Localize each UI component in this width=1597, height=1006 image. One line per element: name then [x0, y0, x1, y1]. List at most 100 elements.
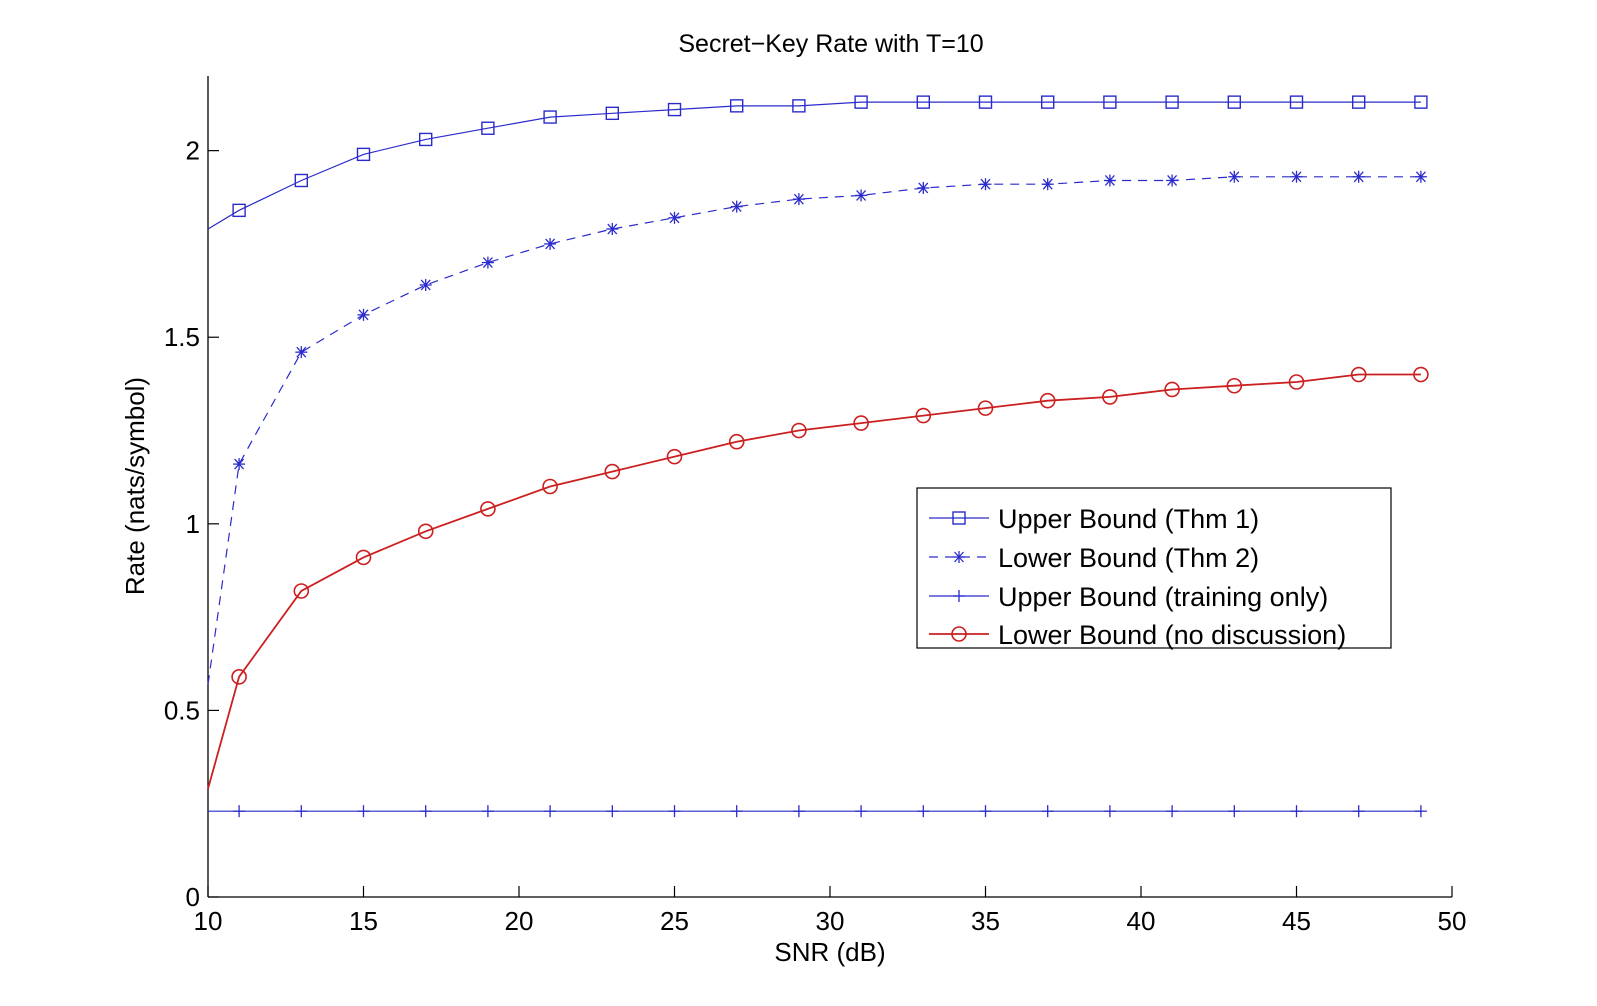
data-point — [295, 346, 308, 359]
data-point — [1103, 174, 1116, 187]
data-point — [916, 95, 930, 109]
data-point — [233, 458, 246, 471]
data-point — [1414, 170, 1427, 183]
data-point — [1227, 95, 1242, 109]
plot-area — [207, 76, 1452, 898]
data-point — [293, 583, 310, 599]
y-tick-label: 2 — [186, 136, 200, 166]
data-point — [979, 805, 992, 818]
data-point — [977, 400, 994, 416]
data-point — [1226, 377, 1243, 394]
data-point — [544, 805, 557, 818]
data-point — [604, 463, 621, 480]
data-point — [232, 203, 246, 218]
series-3 — [208, 805, 1427, 818]
x-tick-label: 25 — [660, 906, 689, 936]
data-point — [1103, 805, 1116, 818]
data-point — [728, 433, 745, 450]
data-point — [1166, 174, 1179, 187]
data-point — [1413, 366, 1429, 383]
data-point — [1414, 95, 1428, 109]
data-point — [606, 805, 619, 818]
series-1 — [207, 95, 1428, 230]
data-point — [1351, 95, 1366, 109]
data-point — [978, 95, 993, 109]
data-point — [605, 106, 619, 121]
data-point — [1228, 170, 1241, 183]
legend-entry-3: Upper Bound (training only) — [929, 582, 1328, 612]
data-point — [792, 805, 805, 818]
series-line — [207, 373, 1421, 790]
x-tick-label: 15 — [349, 906, 378, 936]
legend-label: Upper Bound (training only) — [998, 582, 1328, 612]
data-point — [606, 223, 619, 236]
series-line — [207, 101, 1421, 230]
data-point — [481, 256, 494, 269]
data-point — [1352, 805, 1365, 818]
legend-marker — [951, 626, 967, 642]
data-point — [917, 805, 930, 818]
data-point — [544, 237, 557, 250]
legend-box — [916, 487, 1392, 649]
data-point — [855, 189, 868, 202]
legend: Upper Bound (Thm 1) Lower Bound (Thm 2) Up… — [916, 487, 1392, 650]
y-tick-label: 0.5 — [164, 695, 200, 725]
legend-entry-4: Lower Bound (no discussion) — [929, 620, 1346, 650]
data-point — [419, 132, 433, 147]
data-point — [1041, 805, 1054, 818]
data-point — [1040, 95, 1055, 109]
data-point — [1350, 366, 1367, 383]
data-point — [853, 415, 869, 431]
legend-entry-1: Upper Bound (Thm 1) — [929, 504, 1259, 534]
data-point — [481, 805, 494, 818]
legend-entry-2: Lower Bound (Thm 2) — [929, 543, 1259, 573]
legend-marker — [953, 551, 965, 563]
data-point — [1414, 805, 1427, 818]
data-point — [419, 805, 432, 818]
data-point — [1290, 170, 1303, 183]
legend-label: Lower Bound (Thm 2) — [998, 543, 1259, 573]
data-point — [417, 523, 434, 540]
series-layer — [207, 95, 1429, 818]
x-tick-label: 50 — [1438, 906, 1467, 936]
data-point — [730, 805, 743, 818]
data-point — [915, 407, 932, 424]
data-point — [233, 805, 246, 818]
data-point — [481, 121, 495, 135]
data-point — [791, 422, 807, 439]
data-point — [792, 99, 806, 113]
data-point — [542, 478, 558, 495]
data-point — [668, 211, 681, 224]
data-point — [979, 178, 992, 191]
data-point — [1165, 95, 1179, 109]
data-point — [668, 805, 681, 818]
data-point — [231, 669, 247, 685]
data-point — [355, 549, 372, 566]
data-point — [294, 173, 308, 188]
x-tick-label: 45 — [1282, 906, 1311, 936]
y-axis-title: Rate (nats/symbol) — [120, 377, 150, 595]
data-point — [356, 147, 371, 162]
x-ticks: 10 15 20 25 30 35 40 45 50 — [194, 886, 1467, 936]
series-4 — [207, 366, 1429, 790]
legend-marker — [953, 590, 965, 602]
legend-marker — [952, 511, 966, 525]
series-2 — [207, 170, 1427, 685]
data-point — [666, 448, 683, 465]
x-tick-label: 20 — [505, 906, 534, 936]
data-point — [357, 308, 370, 321]
data-point — [854, 95, 868, 109]
data-point — [1289, 95, 1304, 109]
legend-label: Lower Bound (no discussion) — [998, 620, 1346, 650]
data-point — [1290, 805, 1303, 818]
data-point — [1039, 392, 1056, 409]
data-point — [1102, 389, 1118, 405]
legend-label: Upper Bound (Thm 1) — [998, 504, 1259, 534]
data-point — [1041, 178, 1054, 191]
data-point — [419, 278, 432, 291]
data-point — [543, 110, 557, 124]
data-point — [667, 102, 682, 117]
data-point — [855, 805, 868, 818]
data-point — [480, 501, 496, 517]
